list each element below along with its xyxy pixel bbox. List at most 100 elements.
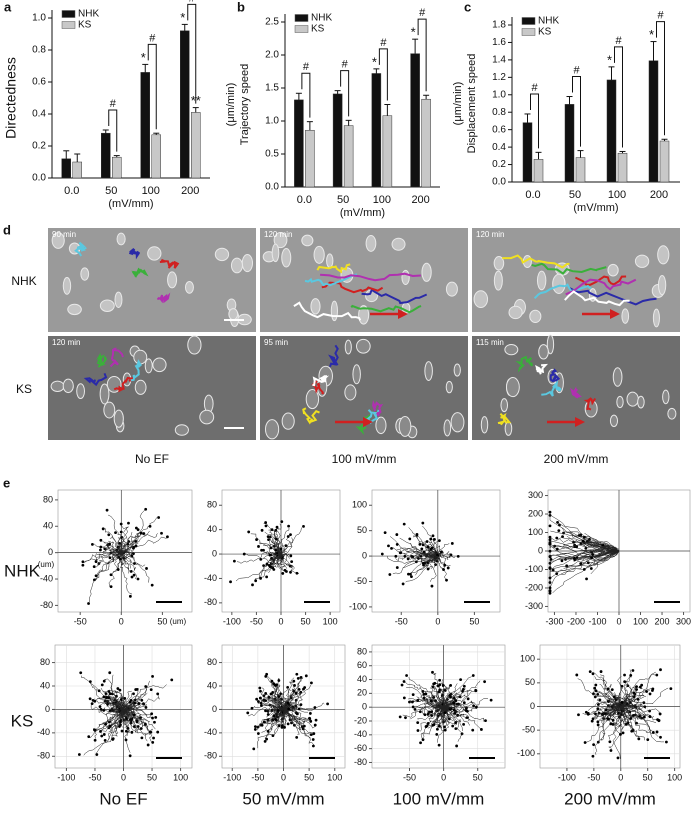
track-end <box>281 572 285 575</box>
track-end <box>421 521 425 525</box>
cell-track <box>549 544 620 552</box>
cell-track <box>620 705 645 716</box>
cell <box>134 379 147 395</box>
track-end <box>132 713 136 717</box>
cell-track <box>97 697 124 710</box>
track-end <box>573 556 576 560</box>
track-end <box>631 669 635 672</box>
track-end <box>274 537 278 541</box>
cell <box>114 291 123 308</box>
cell <box>445 281 458 297</box>
track-end <box>437 539 441 542</box>
significance-marker: * <box>141 50 146 65</box>
cell-track <box>432 538 441 557</box>
significance-bracket <box>301 72 311 118</box>
cell-track <box>620 703 647 710</box>
track-end <box>265 575 269 579</box>
cell-track <box>443 706 462 711</box>
y-tick-label: 0.2 <box>492 159 506 170</box>
track-end <box>423 713 427 717</box>
x-tick-label: -100 <box>223 772 241 782</box>
cell-track <box>620 673 656 707</box>
track-end <box>594 683 598 687</box>
y-tick-label: -80 <box>204 597 217 607</box>
track-end <box>256 725 260 729</box>
legend-swatch <box>61 10 76 18</box>
x-tick-label: -100 <box>57 772 75 782</box>
track-end <box>583 741 587 744</box>
track-end <box>267 538 270 542</box>
cell <box>76 383 85 400</box>
track-end <box>460 732 464 736</box>
cell-track <box>283 677 295 710</box>
track-end <box>295 735 299 739</box>
track-end <box>489 698 493 702</box>
micrograph <box>472 228 680 332</box>
significance-marker: # <box>615 35 622 47</box>
cell <box>667 407 677 420</box>
track-end <box>99 545 103 549</box>
track-end <box>421 690 425 693</box>
track-end <box>149 730 153 734</box>
cell <box>99 383 110 405</box>
significance-marker: * <box>372 54 377 69</box>
timestamp: 120 min <box>264 230 292 239</box>
cell-track <box>123 696 140 710</box>
track-end <box>108 692 112 696</box>
x-tick-label: 50 <box>301 616 311 626</box>
cell-track <box>372 400 384 417</box>
track-end <box>250 706 254 710</box>
cell-track <box>102 541 122 555</box>
x-tick-label: 100 <box>327 772 342 782</box>
track-end <box>638 685 642 689</box>
cell <box>80 267 90 281</box>
error-bar <box>423 94 430 100</box>
cell-track <box>403 680 444 708</box>
track-end <box>253 728 257 731</box>
x-tick-label: 50 <box>105 185 117 197</box>
cell <box>281 248 292 268</box>
x-tick-label: 100 <box>667 772 682 782</box>
bar <box>522 122 533 183</box>
legend-label: NHK <box>538 16 559 27</box>
track-end <box>259 701 263 705</box>
track-end <box>146 743 150 747</box>
track-end <box>299 676 303 679</box>
track-end <box>586 712 590 715</box>
track-end <box>657 718 661 722</box>
y-tick-label: 40 <box>357 674 367 684</box>
track-end <box>93 738 97 742</box>
cell-track <box>619 701 624 707</box>
cell-track <box>263 553 282 562</box>
track-end <box>655 730 659 734</box>
significance-bracket <box>572 76 581 147</box>
cell-track <box>122 709 127 724</box>
cell-track <box>117 537 123 553</box>
track-end <box>448 694 452 697</box>
cell-track <box>416 702 444 710</box>
cell-track <box>107 703 124 714</box>
track-end <box>110 692 114 696</box>
cell-track <box>434 701 444 708</box>
track-end <box>380 552 384 556</box>
cell-track <box>302 407 320 425</box>
cell-track <box>316 263 351 274</box>
track-end <box>642 715 646 719</box>
cell <box>358 305 370 325</box>
track-end <box>456 554 460 558</box>
track-end <box>480 728 483 731</box>
cell <box>214 247 230 262</box>
track-end <box>398 715 402 719</box>
cell-track <box>277 553 286 572</box>
track-end <box>411 555 415 559</box>
cell <box>228 308 239 321</box>
track-end <box>548 589 552 592</box>
cell <box>552 273 566 294</box>
track-end <box>551 568 555 572</box>
track-end <box>286 535 290 538</box>
track-end <box>123 697 127 700</box>
track-end <box>87 602 90 605</box>
track-end <box>270 679 274 683</box>
track-end <box>79 671 83 675</box>
